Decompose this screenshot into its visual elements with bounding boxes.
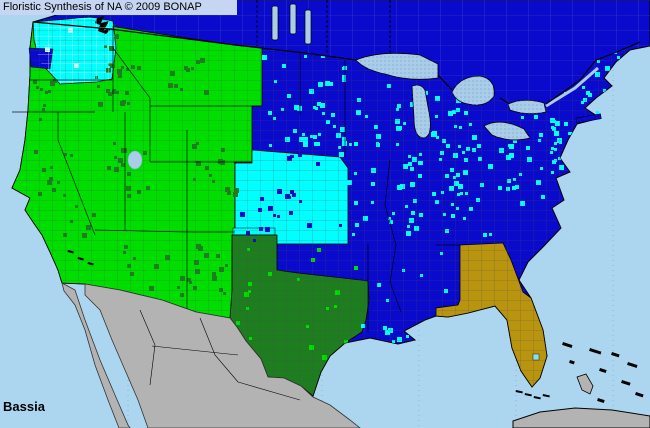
map-title-bar: Floristic Synthesis of NA © 2009 BONAP — [0, 0, 237, 15]
taxon-label: Bassia — [3, 399, 45, 414]
map-title-text: Floristic Synthesis of NA © 2009 BONAP — [3, 1, 202, 13]
